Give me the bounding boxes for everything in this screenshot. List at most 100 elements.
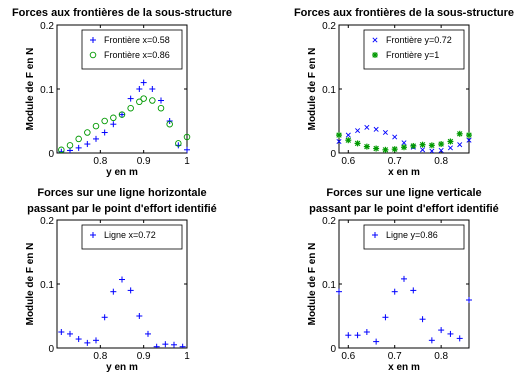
legend-box	[363, 224, 465, 250]
data-points	[58, 276, 186, 348]
data-point-s1	[101, 129, 108, 136]
data-point-s1	[110, 121, 117, 128]
chart-title: Forces sur une ligne horizontale	[37, 187, 206, 199]
y-axis-label: Module de F en N	[307, 48, 318, 131]
data-point-s1	[420, 147, 426, 153]
legend-marker-s1	[90, 37, 96, 43]
data-point-s1	[401, 140, 407, 146]
data-point-s1	[382, 314, 389, 321]
y-tick-label: 0	[330, 344, 336, 355]
data-point-s1	[119, 276, 125, 283]
data-point-s2	[92, 122, 100, 130]
data-point-s2	[447, 138, 454, 145]
subplot-4: Forces sur une ligne verticale passant pa…	[307, 187, 499, 373]
subplot-1: Forces aux frontières de la sous-structu…	[12, 7, 232, 178]
y-tick-label: 0	[48, 149, 54, 160]
data-point-s1	[101, 314, 108, 321]
legend-label: Frontière y=1	[386, 50, 439, 60]
x-axis-label: x en m	[388, 362, 420, 373]
legend-marker-s1	[372, 232, 378, 238]
data-point-s2	[110, 114, 117, 122]
data-point-s1	[184, 146, 190, 153]
data-point-s2	[75, 135, 82, 143]
y-axis-label: Module de F en N	[307, 243, 318, 326]
data-point-s1	[355, 128, 361, 134]
x-tick-label: 0.8	[93, 351, 107, 362]
data-point-s2	[456, 130, 463, 137]
data-points	[336, 275, 472, 345]
data-point-s1	[466, 137, 472, 143]
data-point-s2	[127, 104, 134, 112]
data-point-s1	[373, 126, 379, 132]
legend-box	[363, 29, 465, 70]
chart-title: passant par le point d'effort identifié	[309, 203, 499, 215]
data-point-s1	[447, 330, 454, 337]
data-point-s1	[162, 341, 169, 348]
data-point-s2	[84, 129, 91, 136]
data-point-s1	[149, 86, 156, 92]
data-point-s1	[373, 338, 380, 345]
x-tick-label: 0.9	[137, 351, 151, 362]
data-points	[58, 79, 191, 153]
data-point-s1	[84, 141, 91, 148]
data-point-s1	[410, 287, 417, 294]
data-point-s2	[175, 140, 182, 147]
legend-marker-s2	[89, 51, 97, 59]
data-point-s1	[382, 130, 388, 136]
legend: Frontière x=0.58 Frontière x=0.86	[81, 29, 183, 70]
x-axis-label: y en m	[106, 362, 138, 373]
data-point-s2	[58, 146, 65, 153]
data-point-s1	[336, 138, 342, 144]
data-point-s2	[66, 142, 74, 149]
data-point-s1	[438, 327, 445, 334]
legend: Ligne x=0.72	[81, 224, 183, 250]
x-tick-label: 0.6	[341, 351, 355, 362]
data-point-s2	[373, 145, 380, 152]
data-point-s2	[438, 141, 445, 148]
data-point-s2	[382, 146, 389, 153]
data-point-s1	[354, 332, 361, 339]
y-axis-label: Module de F en N	[25, 48, 36, 131]
data-point-s2	[354, 140, 361, 147]
data-point-s1	[457, 142, 463, 148]
subplot-2: Forces aux frontières de la sous-structu…	[294, 7, 514, 178]
data-point-s2	[166, 120, 173, 128]
x-tick-label: 1	[184, 156, 190, 167]
data-point-s1	[84, 339, 91, 346]
x-tick-label: 0.8	[434, 351, 448, 362]
data-point-s2	[401, 144, 407, 151]
legend-marker-s1	[90, 232, 96, 238]
legend: Frontière y=0.72 Frontière y=1	[363, 29, 465, 70]
data-point-s1	[428, 337, 435, 344]
data-point-s1	[93, 135, 99, 142]
subplot-3: Forces sur une ligne horizontale passant …	[25, 187, 217, 373]
data-point-s1	[58, 329, 65, 335]
data-point-s1	[466, 297, 472, 303]
data-point-s1	[171, 341, 177, 348]
data-point-s2	[428, 142, 435, 149]
data-point-s2	[419, 141, 426, 148]
y-tick-label: 0.2	[40, 216, 54, 227]
data-point-s1	[447, 145, 453, 151]
data-point-s1	[127, 287, 134, 294]
data-point-s1	[136, 86, 143, 92]
legend: Ligne y=0.86	[363, 224, 465, 250]
data-point-s1	[145, 330, 151, 337]
data-point-s2	[410, 142, 417, 149]
data-point-s1	[75, 336, 82, 343]
data-point-s1	[392, 134, 398, 140]
data-point-s2	[336, 132, 342, 139]
data-point-s1	[136, 313, 143, 319]
y-tick-label: 0.2	[322, 21, 336, 32]
x-tick-label: 0.8	[434, 156, 448, 167]
legend-label: Frontière y=0.72	[386, 35, 452, 45]
y-tick-label: 0.2	[40, 21, 54, 32]
data-point-s1	[140, 79, 147, 86]
chart-title: Forces aux frontières de la sous-structu…	[294, 7, 514, 19]
data-point-s1	[429, 148, 435, 153]
data-point-s1	[158, 97, 164, 104]
data-point-s2	[118, 111, 126, 118]
data-point-s2	[157, 104, 165, 112]
data-point-s1	[401, 275, 407, 282]
data-point-s1	[67, 330, 73, 337]
